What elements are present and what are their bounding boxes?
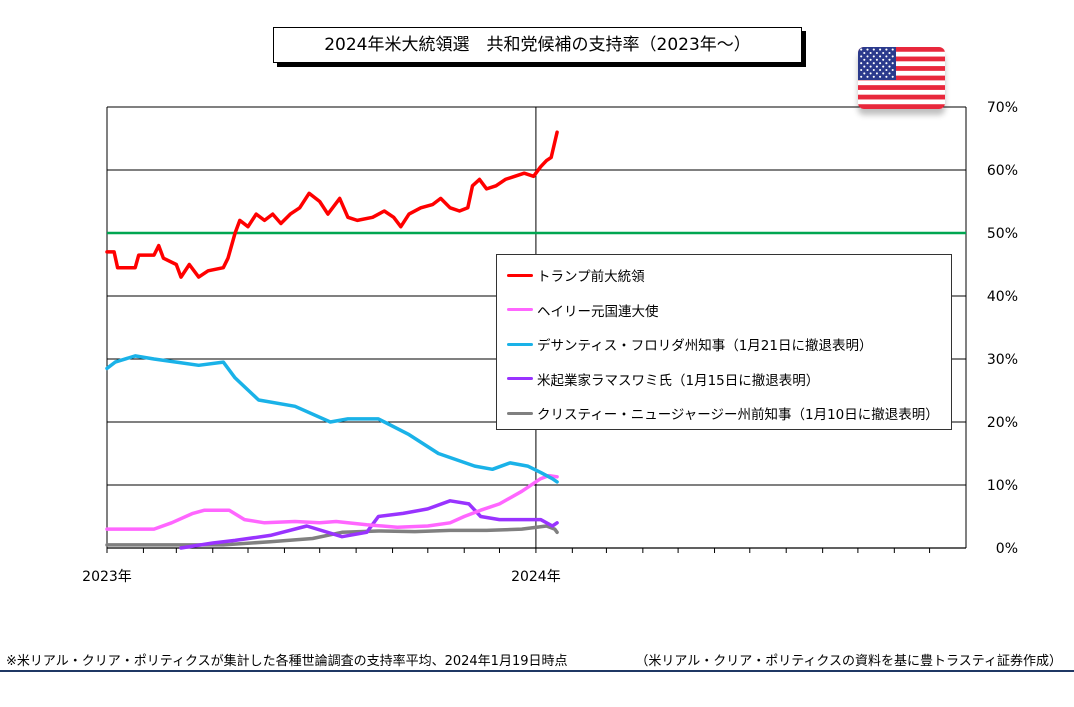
y-tick-label: 10% [987,478,1018,494]
legend-item-ramaswamy: 米起業家ラマスワミ氏（1月15日に撤退表明） [507,362,951,397]
legend-item-haley: ヘイリー元国連大使 [507,293,951,328]
series-trump [105,130,559,279]
legend-label-desantis: デサンティス・フロリダ州知事（1月21日に撤退表明） [537,338,873,355]
legend-swatch-ramaswamy [507,377,533,381]
series-ramaswamy [179,499,559,550]
x-tick-label-2023: 2023年 [82,569,132,585]
legend-swatch-haley [507,308,533,312]
legend-swatch-christie [507,411,533,415]
legend-item-christie: クリスティー・ニュージャージー州前知事（1月10日に撤退表明） [507,396,951,431]
us-flag-icon [858,47,945,109]
legend-label-christie: クリスティー・ニュージャージー州前知事（1月10日に撤退表明） [537,407,939,424]
legend-label-ramaswamy: 米起業家ラマスワミ氏（1月15日に撤退表明） [537,372,820,389]
y-tick-label: 20% [987,415,1018,431]
y-tick-label: 70% [987,100,1018,116]
footer-source: （米リアル・クリア・ポリティクスの資料を基に豊トラスティ証券作成） [635,654,1062,669]
y-tick-label: 50% [987,226,1018,242]
y-tick-label: 60% [987,163,1018,179]
legend-item-desantis: デサンティス・フロリダ州知事（1月21日に撤退表明） [507,327,951,362]
bottom-rule [0,670,1074,672]
chart-title: 2024年米大統領選 共和党候補の支持率（2023年～） [273,27,802,63]
series-christie [105,524,559,547]
y-tick-label: 30% [987,352,1018,368]
y-tick-label: 40% [987,289,1018,305]
footer-note: ※米リアル・クリア・ポリティクスが集計した各種世論調査の支持率平均、2024年1… [6,654,568,669]
legend-swatch-desantis [507,342,533,346]
legend-swatch-trump [507,273,533,277]
series-desantis [105,354,559,484]
legend-label-haley: ヘイリー元国連大使 [537,303,659,320]
legend-item-trump: トランプ前大統領 [507,258,951,293]
y-tick-label: 0% [996,541,1018,557]
x-tick-label-2024: 2024年 [511,569,561,585]
legend-label-trump: トランプ前大統領 [537,269,645,286]
legend: トランプ前大統領 ヘイリー元国連大使 デサンティス・フロリダ州知事（1月21日に… [496,254,952,430]
series-haley [105,473,559,531]
